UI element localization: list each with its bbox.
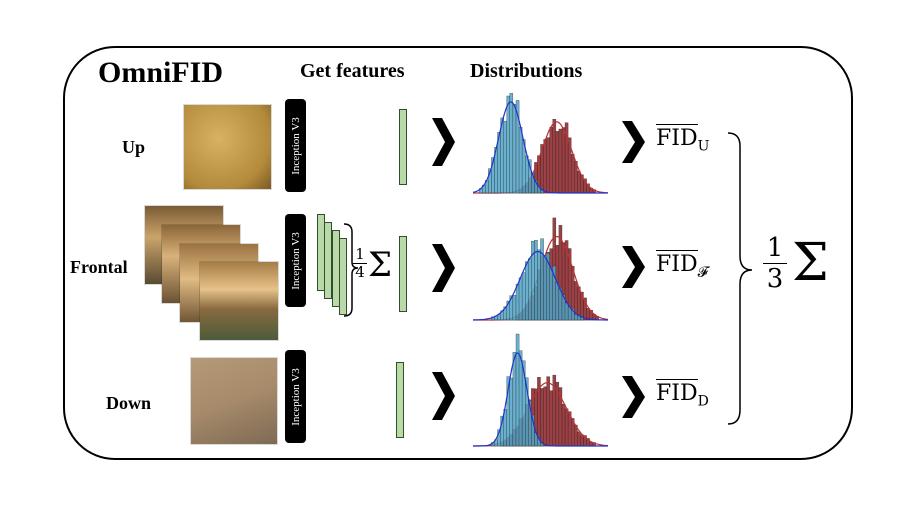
histogram-bar-real-up <box>506 95 511 194</box>
fid-down: FIDD <box>656 379 709 410</box>
histogram-bar-fake-down <box>577 431 581 447</box>
histogram-bar-real-down <box>515 333 520 447</box>
feature-vector-frontal <box>399 236 407 312</box>
arrow-frontal-1-icon <box>432 244 455 292</box>
fit-curve-real-frontal <box>473 250 608 321</box>
frontal-view-image-4 <box>200 262 278 340</box>
histogram-bar-real-frontal <box>521 272 526 321</box>
histogram-bar-real-up <box>509 93 514 194</box>
histogram-bar-real-frontal <box>515 283 520 321</box>
histogram-bar-fake-up <box>543 139 547 194</box>
third-fraction: 1 3 <box>763 233 787 294</box>
histogram-bar-fake-up <box>561 127 566 194</box>
histogram-bar-real-frontal <box>540 238 544 321</box>
histogram-bar-fake-up <box>577 170 581 194</box>
histogram-bar-real-down <box>531 414 535 447</box>
row-label-frontal: Frontal <box>70 257 128 277</box>
histogram-bar-real-up <box>512 104 517 194</box>
histogram-bar-real-frontal <box>564 302 569 321</box>
quarter-fraction: 1 4 <box>353 246 367 281</box>
histogram-bar-real-frontal <box>525 261 529 321</box>
up-view-image <box>184 105 271 189</box>
inception-v3-up: Inception V3 <box>285 99 306 192</box>
fit-curve-real-down <box>473 352 608 447</box>
histogram-bar-fake-down <box>549 390 553 447</box>
omnifid-frame <box>63 46 853 460</box>
histogram-bar-fake-down <box>543 386 547 447</box>
frontal-average-brace <box>343 223 359 317</box>
feature-vector-up <box>399 109 407 185</box>
histogram-bar-real-up <box>518 127 523 194</box>
histogram-bar-real-frontal <box>549 267 553 321</box>
histogram-bar-fake-down <box>564 408 569 447</box>
arrow-up-1-icon <box>432 118 455 166</box>
histogram-bar-real-down <box>509 377 514 447</box>
final-sum-symbol: Σ <box>792 233 829 293</box>
histogram-bar-fake-up <box>555 131 560 194</box>
diagram-title: OmniFID <box>98 56 224 89</box>
row-label-up: Up <box>122 137 146 157</box>
histogram-bar-fake-up <box>552 119 557 194</box>
inception-v3-down: Inception V3 <box>285 350 306 443</box>
final-average-brace <box>727 132 753 425</box>
fid-frontal: FID𝓕 <box>656 250 708 281</box>
fid-up: FIDU <box>656 124 710 155</box>
feature-vector-down <box>396 362 404 438</box>
histogram-bar-fake-up <box>546 137 550 194</box>
histogram-bar-real-up <box>537 185 541 194</box>
histogram-bar-fake-up <box>571 154 575 194</box>
frontal-feature-4 <box>339 238 347 315</box>
get-features-header: Get features <box>300 60 405 82</box>
fit-curve-real-up <box>472 101 608 194</box>
histogram-bar-real-up <box>503 120 507 194</box>
histogram-bar-real-frontal <box>497 314 501 321</box>
histogram-bar-fake-up <box>558 128 563 194</box>
histogram-bar-fake-down <box>540 388 544 447</box>
down-view-image <box>191 358 277 444</box>
histogram-bar-real-down <box>518 350 523 447</box>
histogram-bar-real-down <box>512 352 517 447</box>
histogram-bar-fake-up <box>549 127 553 194</box>
histogram-bar-fake-down <box>546 376 550 447</box>
frontal-sum-symbol: Σ <box>368 245 393 285</box>
arrow-up-2-icon <box>622 121 645 163</box>
histogram-bar-real-frontal <box>537 249 541 321</box>
histogram-bar-fake-down <box>580 434 584 447</box>
histogram-bar-real-frontal <box>528 258 532 321</box>
histogram-bar-fake-down <box>561 403 566 447</box>
frontal-feature-2 <box>324 222 332 299</box>
arrow-frontal-2-icon <box>622 246 645 288</box>
histogram-bar-real-frontal <box>555 282 560 321</box>
histogram-bar-real-frontal <box>543 255 547 321</box>
row-label-down: Down <box>106 393 152 413</box>
histogram-bar-real-up <box>525 155 529 194</box>
histogram-bar-real-frontal <box>512 295 517 321</box>
arrow-down-1-icon <box>432 372 455 420</box>
inception-v3-frontal: Inception V3 <box>285 214 306 307</box>
histogram-bar-real-frontal <box>574 314 578 321</box>
arrow-down-2-icon <box>622 376 645 418</box>
histogram-bar-real-frontal <box>518 277 523 321</box>
distributions-header: Distributions <box>470 60 583 82</box>
